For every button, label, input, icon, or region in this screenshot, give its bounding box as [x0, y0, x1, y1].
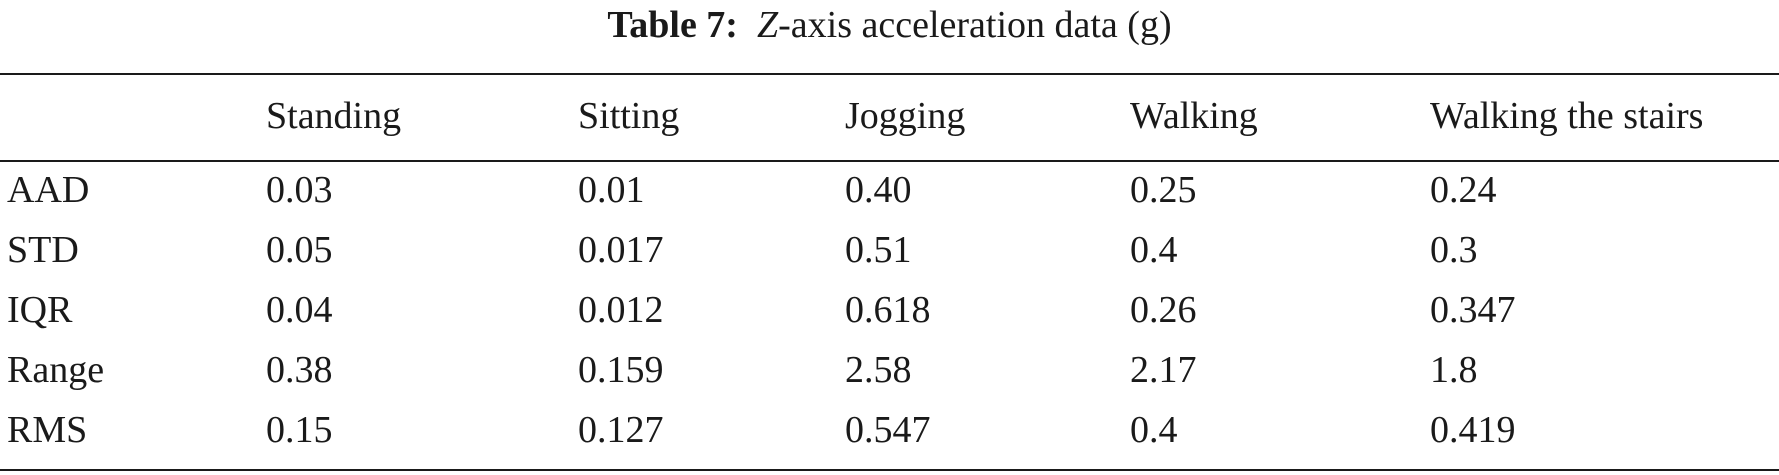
- table-cell: 0.012: [578, 289, 664, 331]
- table-cell: 0.127: [578, 409, 664, 451]
- column-header: Walking the stairs: [1430, 95, 1704, 137]
- row-label: STD: [7, 229, 79, 271]
- column-header: Sitting: [578, 95, 680, 137]
- table-cell: 0.017: [578, 229, 664, 271]
- table-cell: 0.3: [1430, 229, 1478, 271]
- table-cell: 0.51: [845, 229, 912, 271]
- column-header: Jogging: [845, 95, 966, 137]
- table-cell: 1.8: [1430, 349, 1478, 391]
- table-cell: 2.58: [845, 349, 912, 391]
- bottom-rule: [0, 469, 1779, 471]
- table-cell: 2.17: [1130, 349, 1197, 391]
- caption-axis-letter: Z: [756, 4, 779, 46]
- table-cell: 0.24: [1430, 169, 1497, 211]
- table-cell: 0.419: [1430, 409, 1516, 451]
- table-cell: 0.25: [1130, 169, 1197, 211]
- caption-text: -axis acceleration data (g): [778, 4, 1172, 46]
- row-label: RMS: [7, 409, 88, 451]
- table-cell: 0.26: [1130, 289, 1197, 331]
- table-label: Table 7:: [607, 4, 738, 46]
- table-cell: 0.547: [845, 409, 931, 451]
- table-cell: 0.04: [266, 289, 333, 331]
- table-cell: 0.4: [1130, 409, 1178, 451]
- table-cell: 0.38: [266, 349, 333, 391]
- column-header: Standing: [266, 95, 402, 137]
- row-label: AAD: [7, 169, 90, 211]
- top-rule: [0, 73, 1779, 75]
- header-rule: [0, 160, 1779, 162]
- table-cell: 0.40: [845, 169, 912, 211]
- table-caption: Table 7: Z-axis acceleration data (g): [0, 2, 1779, 48]
- row-label: Range: [7, 349, 105, 391]
- column-header: Walking: [1130, 95, 1258, 137]
- table-cell: 0.03: [266, 169, 333, 211]
- table-cell: 0.347: [1430, 289, 1516, 331]
- table-cell: 0.4: [1130, 229, 1178, 271]
- table-cell: 0.15: [266, 409, 333, 451]
- table-cell: 0.01: [578, 169, 645, 211]
- table-cell: 0.159: [578, 349, 664, 391]
- row-label: IQR: [7, 289, 73, 331]
- table-cell: 0.618: [845, 289, 931, 331]
- table-cell: 0.05: [266, 229, 333, 271]
